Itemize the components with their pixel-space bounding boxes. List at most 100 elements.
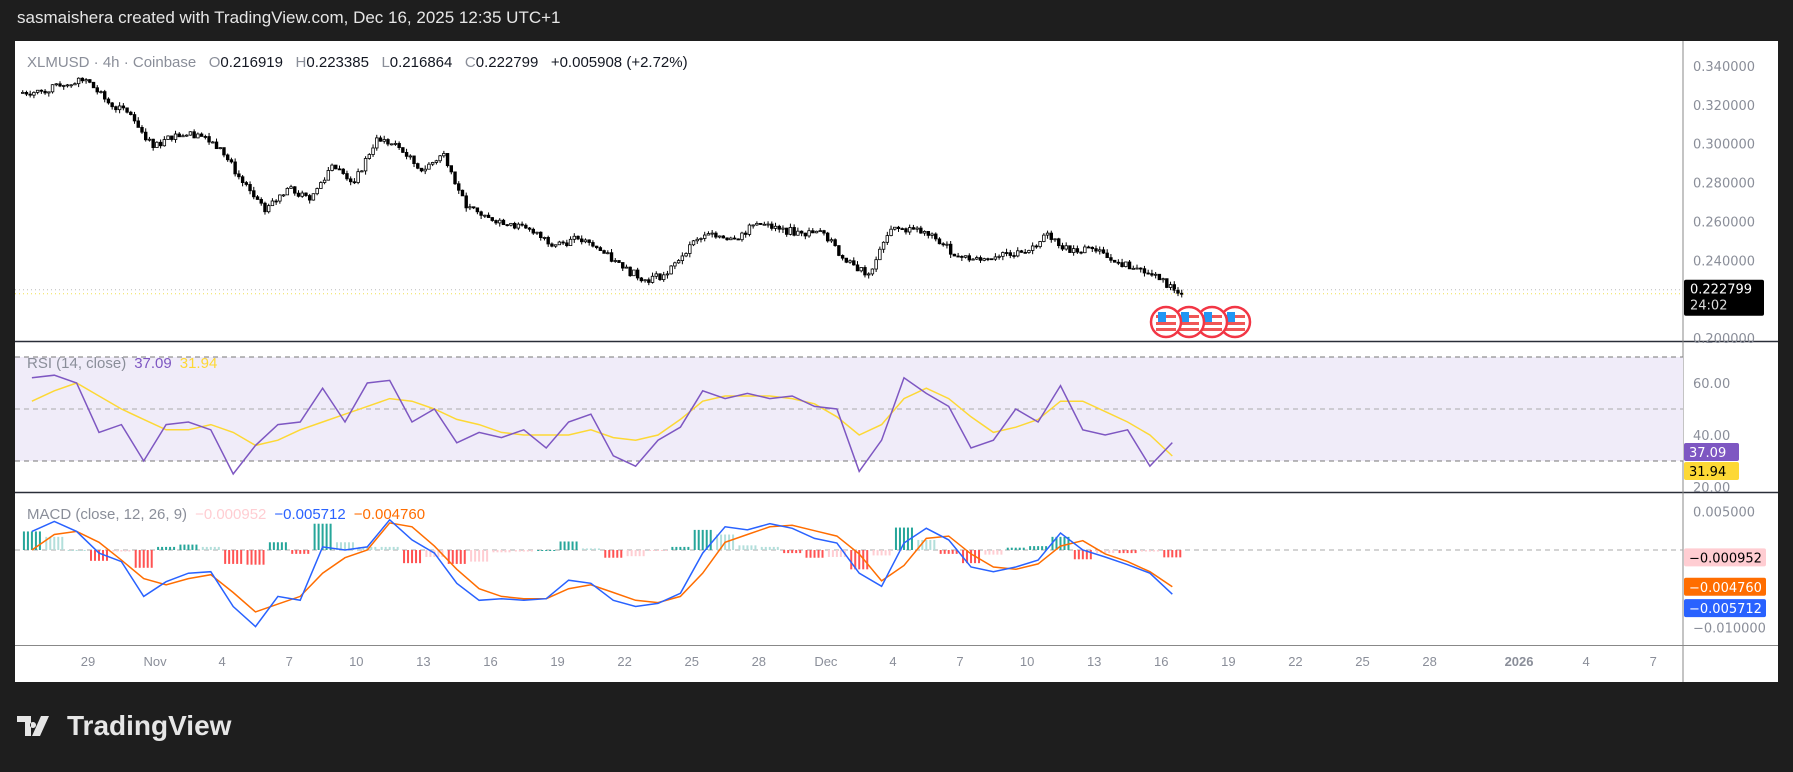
candle-body bbox=[24, 91, 29, 95]
macd-histogram-bar bbox=[1022, 547, 1025, 550]
candle-body bbox=[442, 153, 446, 157]
macd-histogram-bar bbox=[835, 550, 838, 557]
macd-histogram-bar bbox=[772, 546, 775, 550]
macd-title[interactable]: MACD (close, 12, 26, 9) bbox=[27, 506, 188, 523]
macd-histogram-bar bbox=[665, 550, 667, 551]
flag-canton bbox=[1181, 312, 1189, 322]
candle-body bbox=[844, 257, 849, 263]
flag-stripe bbox=[1179, 328, 1199, 331]
macd-histogram-bar bbox=[839, 550, 842, 557]
candle-body bbox=[624, 266, 629, 269]
candle-body bbox=[512, 222, 517, 229]
symbol-info[interactable]: XLMUSD · 4h · Coinbase bbox=[27, 54, 197, 71]
candle-body bbox=[397, 143, 401, 149]
macd-histogram-bar bbox=[563, 541, 566, 550]
candle-body bbox=[635, 269, 640, 279]
macd-histogram-bar bbox=[925, 539, 928, 550]
rsi-title[interactable]: RSI (14, close) bbox=[27, 355, 127, 372]
us-flag-icon[interactable] bbox=[1149, 305, 1183, 339]
macd-histogram-bar bbox=[783, 550, 786, 554]
macd-histogram-bar bbox=[45, 536, 48, 550]
macd-histogram-bar bbox=[978, 550, 981, 564]
candle-body bbox=[893, 226, 897, 230]
time-tick-label: 22 bbox=[617, 654, 631, 669]
candle-body bbox=[662, 274, 666, 281]
macd-histogram-bar bbox=[716, 534, 719, 550]
macd-histogram-bar bbox=[500, 550, 503, 553]
macd-histogram-bar bbox=[470, 550, 473, 562]
candle-body bbox=[244, 182, 249, 185]
candle-body bbox=[744, 232, 748, 235]
candle-body bbox=[602, 250, 606, 254]
macd-hist-value: −0.000952 bbox=[195, 506, 267, 523]
macd-histogram-bar bbox=[589, 548, 592, 550]
candle-body bbox=[278, 194, 282, 202]
candle-body bbox=[438, 155, 442, 162]
candle-body bbox=[177, 133, 181, 138]
candle-body bbox=[848, 260, 852, 263]
candle-body bbox=[751, 224, 755, 227]
candle-body bbox=[393, 143, 398, 145]
macd-histogram-bar bbox=[236, 550, 239, 564]
price-tick-label: 0.260000 bbox=[1693, 215, 1755, 230]
candle-body bbox=[1094, 248, 1098, 252]
macd-histogram-bar bbox=[553, 550, 556, 551]
rsi-line bbox=[31, 374, 1173, 476]
candle-body bbox=[1142, 268, 1147, 274]
macd-histogram-bar bbox=[813, 550, 816, 558]
candle-body bbox=[840, 255, 845, 259]
macd-histogram-bar bbox=[459, 550, 462, 564]
time-tick-label: 7 bbox=[286, 654, 293, 669]
candle-body bbox=[565, 242, 569, 246]
candle-body bbox=[389, 143, 394, 146]
candle-body bbox=[561, 241, 565, 244]
macd-histogram-bar bbox=[451, 550, 454, 564]
candle-body bbox=[643, 279, 647, 282]
candle-body bbox=[1023, 251, 1027, 254]
candle-body bbox=[464, 195, 468, 209]
macd-histogram-bar bbox=[1000, 550, 1003, 555]
candle-body bbox=[434, 160, 439, 163]
macd-histogram-bar bbox=[325, 523, 328, 550]
macd-histogram-bar bbox=[910, 527, 913, 550]
macd-hist-badge bbox=[1684, 548, 1766, 567]
candle-body bbox=[494, 220, 498, 224]
candle-body bbox=[1105, 252, 1109, 259]
time-tick-label: 2026 bbox=[1505, 654, 1534, 669]
candle-body bbox=[755, 222, 759, 226]
macd-histogram-bar bbox=[217, 546, 220, 550]
macd-histogram-bar bbox=[894, 527, 897, 550]
candle-body bbox=[1139, 267, 1143, 270]
candle-body bbox=[632, 269, 636, 277]
candle-body bbox=[445, 153, 450, 167]
macd-histogram-bar bbox=[295, 550, 298, 554]
macd-histogram-bar bbox=[396, 546, 399, 550]
macd-histogram-bar bbox=[541, 550, 544, 551]
candle-body bbox=[382, 139, 386, 142]
candle-body bbox=[73, 83, 77, 86]
candle-body bbox=[352, 181, 357, 184]
macd-histogram-bar bbox=[411, 550, 414, 564]
macd-histogram-bar bbox=[827, 550, 830, 557]
macd-histogram-bar bbox=[1163, 550, 1166, 558]
time-tick-label: 16 bbox=[1154, 654, 1168, 669]
candle-body bbox=[293, 186, 297, 194]
candle-body bbox=[248, 184, 252, 192]
candle-body bbox=[524, 224, 528, 229]
macd-histogram-bar bbox=[307, 550, 310, 554]
candle-body bbox=[732, 237, 737, 240]
macd-histogram-bar bbox=[492, 550, 495, 553]
candle-body bbox=[587, 239, 591, 243]
candle-body bbox=[550, 243, 554, 247]
macd-histogram-bar bbox=[504, 550, 507, 553]
time-tick-label: 13 bbox=[1087, 654, 1101, 669]
candle-body bbox=[367, 154, 372, 159]
flag-stripe bbox=[1156, 322, 1176, 325]
candle-body bbox=[580, 238, 584, 243]
candle-body bbox=[326, 170, 331, 181]
candle-body bbox=[214, 141, 219, 150]
last-price-badge bbox=[1684, 279, 1764, 316]
us-flag-icon[interactable] bbox=[1172, 305, 1206, 339]
candle-body bbox=[334, 164, 338, 170]
